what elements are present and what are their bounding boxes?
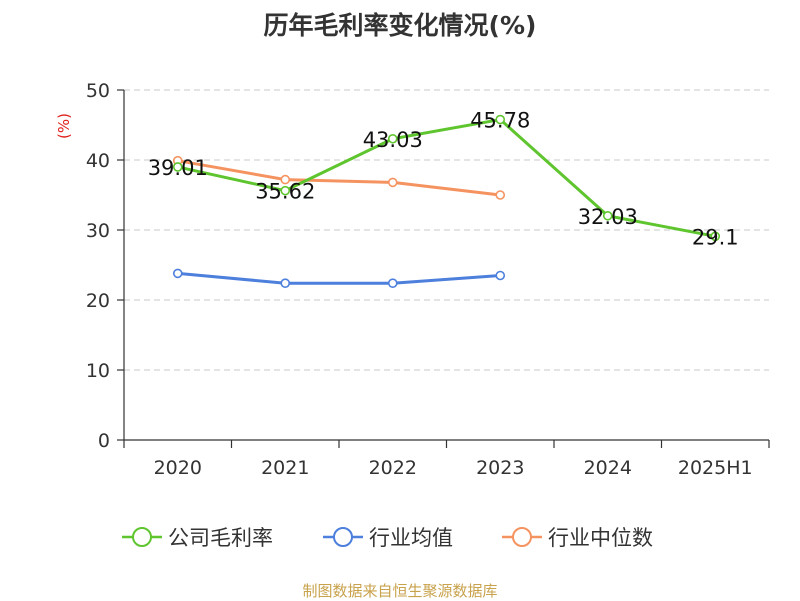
legend-label: 公司毛利率 bbox=[168, 526, 273, 550]
y-tick-label: 50 bbox=[86, 80, 110, 102]
chart-title: 历年毛利率变化情况(%) bbox=[263, 11, 537, 40]
legend-label: 行业中位数 bbox=[548, 526, 653, 550]
data-point bbox=[280, 278, 291, 289]
y-tick-label: 0 bbox=[98, 430, 110, 452]
data-point bbox=[387, 133, 398, 144]
x-tick-label: 2021 bbox=[261, 457, 309, 479]
legend-item-company-margin[interactable]: 公司毛利率 bbox=[122, 522, 273, 552]
y-tick-label: 20 bbox=[86, 290, 110, 312]
x-tick-label: 2020 bbox=[154, 457, 202, 479]
data-label: 43.03 bbox=[363, 128, 423, 152]
series-line bbox=[177, 118, 716, 238]
legend-label: 行业均值 bbox=[369, 526, 453, 550]
y-tick-label: 30 bbox=[86, 220, 110, 242]
x-tick-label: 2024 bbox=[584, 457, 632, 479]
data-point bbox=[280, 185, 291, 196]
x-tick-label: 2025H1 bbox=[678, 457, 753, 479]
legend-line-marker bbox=[323, 527, 363, 547]
data-point bbox=[495, 114, 506, 125]
data-label: 35.62 bbox=[255, 180, 315, 204]
data-point bbox=[495, 270, 506, 281]
source-note: 制图数据来自恒生聚源数据库 bbox=[302, 582, 498, 600]
x-tick-label: 2022 bbox=[369, 457, 417, 479]
series-line bbox=[177, 271, 501, 285]
y-tick-label: 40 bbox=[86, 150, 110, 172]
legend-item-industry-average[interactable]: 行业均值 bbox=[323, 522, 453, 552]
data-point bbox=[280, 174, 291, 185]
data-label: 39.01 bbox=[148, 156, 208, 180]
series-line bbox=[177, 159, 501, 197]
data-label: 29.1 bbox=[692, 225, 739, 249]
legend-line-marker bbox=[502, 527, 542, 547]
data-point bbox=[387, 278, 398, 289]
data-point bbox=[387, 177, 398, 188]
legend-item-industry-median[interactable]: 行业中位数 bbox=[502, 522, 653, 552]
data-point bbox=[602, 210, 613, 221]
data-label: 32.03 bbox=[578, 205, 638, 229]
y-axis-label: (%) bbox=[55, 113, 73, 139]
legend-line-marker bbox=[122, 527, 162, 547]
data-point bbox=[495, 190, 506, 200]
data-point bbox=[710, 231, 721, 242]
x-tick-label: 2023 bbox=[476, 457, 524, 479]
data-label: 45.78 bbox=[470, 109, 530, 133]
data-point bbox=[172, 162, 183, 172]
data-point bbox=[172, 268, 183, 279]
y-tick-label: 10 bbox=[86, 360, 110, 382]
